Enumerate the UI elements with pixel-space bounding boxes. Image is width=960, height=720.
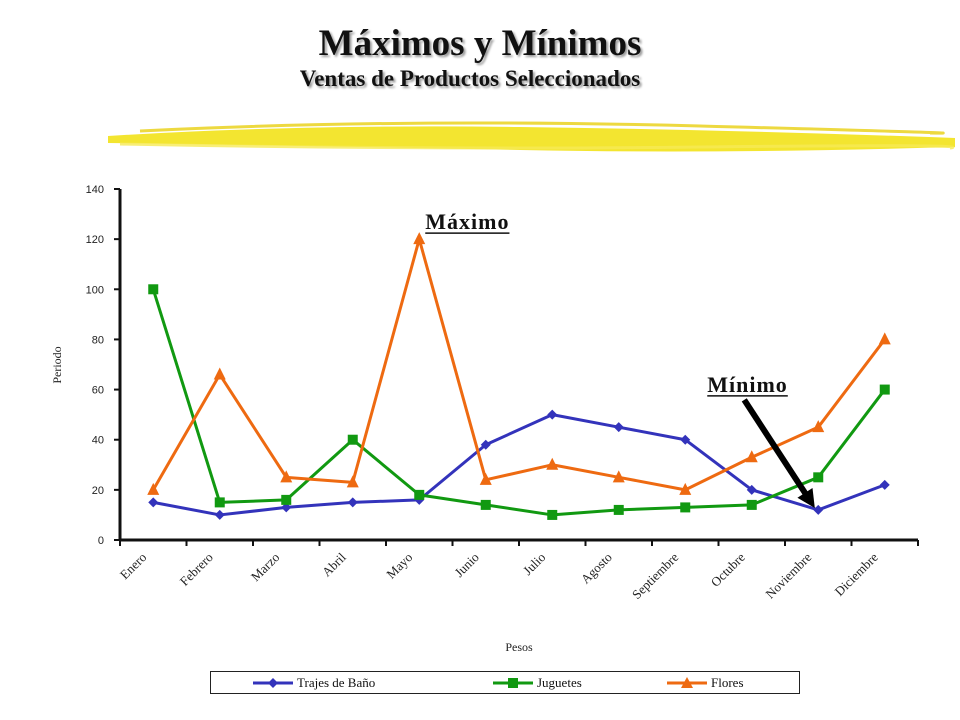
x-tick-label: Octubre bbox=[708, 549, 748, 589]
data-point-diamond bbox=[480, 439, 491, 450]
series-triangle bbox=[147, 232, 891, 495]
data-point-triangle bbox=[413, 232, 426, 245]
data-point-square bbox=[746, 499, 757, 510]
data-point-square bbox=[547, 509, 558, 520]
legend-marker-square-icon bbox=[493, 678, 533, 688]
x-tick-label: Septiembre bbox=[629, 549, 682, 602]
data-point-triangle bbox=[812, 420, 825, 433]
legend-label-trajes: Trajes de Baño bbox=[297, 675, 376, 690]
data-point-diamond bbox=[680, 434, 691, 445]
x-tick-label: Julio bbox=[520, 550, 548, 578]
x-tick-label: Noviembre bbox=[762, 549, 814, 601]
data-point-diamond bbox=[148, 497, 159, 508]
arrow-head-icon bbox=[797, 487, 815, 508]
x-tick-label: Diciembre bbox=[831, 549, 881, 599]
x-tick-label: Marzo bbox=[248, 550, 283, 585]
legend-marker-triangle-icon bbox=[667, 677, 707, 688]
legend-item-flores: Flores bbox=[667, 675, 744, 691]
y-tick-label: 100 bbox=[86, 284, 104, 296]
y-tick-label: 0 bbox=[98, 535, 104, 547]
annotation-layer: Máximo Mínimo bbox=[425, 209, 815, 508]
y-tick-label: 140 bbox=[86, 184, 104, 196]
y-tick-label: 60 bbox=[92, 385, 104, 397]
annotation-maximo: Máximo bbox=[425, 209, 509, 234]
data-point-diamond bbox=[347, 497, 358, 508]
y-tick-label: 20 bbox=[92, 485, 104, 497]
arrow-shaft-icon bbox=[741, 398, 811, 500]
data-point-triangle bbox=[745, 450, 758, 463]
series-layer bbox=[147, 232, 891, 520]
x-tick-label: Abril bbox=[319, 549, 349, 579]
x-tick-label: Febrero bbox=[177, 550, 216, 589]
title-block: Máximos y Mínimos Ventas de Productos Se… bbox=[0, 22, 960, 92]
data-point-diamond bbox=[547, 409, 558, 420]
data-point-triangle bbox=[213, 367, 226, 380]
legend-item-trajes: Trajes de Baño bbox=[253, 675, 375, 691]
data-point-diamond bbox=[813, 504, 824, 515]
series-line bbox=[151, 288, 886, 517]
data-point-triangle bbox=[878, 332, 891, 345]
x-tick-label: Junio bbox=[451, 550, 482, 581]
data-point-diamond bbox=[281, 502, 292, 513]
data-point-square bbox=[214, 497, 225, 508]
legend-label-juguetes: Juguetes bbox=[537, 675, 582, 690]
data-point-diamond bbox=[746, 484, 757, 495]
data-point-triangle bbox=[346, 475, 359, 488]
data-point-diamond bbox=[879, 479, 890, 490]
data-point-square bbox=[347, 434, 358, 445]
data-point-square bbox=[813, 472, 824, 483]
legend: Trajes de Baño Juguetes Flores bbox=[210, 671, 800, 694]
y-tick-label: 40 bbox=[92, 435, 104, 447]
series-diamond bbox=[148, 409, 890, 520]
data-point-triangle bbox=[612, 470, 625, 483]
data-point-square bbox=[414, 489, 425, 500]
data-point-square bbox=[879, 384, 890, 395]
x-tick-label: Agosto bbox=[578, 550, 615, 587]
data-point-triangle bbox=[679, 482, 692, 495]
legend-marker-diamond-icon bbox=[253, 678, 293, 688]
axes: 0 20 40 60 80 100 120 140 Enero Febrero Marzo Abril… bbox=[50, 184, 919, 654]
y-axis-title: Periodo bbox=[50, 346, 64, 383]
data-point-diamond bbox=[214, 509, 225, 520]
page-subtitle: Ventas de Productos Seleccionados bbox=[299, 66, 641, 91]
data-point-square bbox=[480, 499, 491, 510]
series-line bbox=[152, 413, 886, 517]
x-tick-label: Enero bbox=[117, 550, 150, 583]
y-tick-label: 120 bbox=[86, 234, 104, 246]
data-point-square bbox=[613, 504, 624, 515]
x-tick-label: Mayo bbox=[383, 550, 415, 582]
series-square bbox=[148, 284, 890, 520]
data-point-square bbox=[680, 502, 691, 513]
x-axis-title: Pesos bbox=[505, 640, 533, 654]
data-point-diamond bbox=[613, 422, 624, 433]
data-point-triangle bbox=[546, 457, 559, 470]
data-point-triangle bbox=[147, 482, 160, 495]
legend-label-flores: Flores bbox=[711, 675, 744, 690]
data-point-triangle bbox=[280, 470, 293, 483]
legend-item-juguetes: Juguetes bbox=[493, 675, 582, 691]
highlighter-stroke bbox=[108, 121, 955, 152]
data-point-square bbox=[281, 494, 292, 505]
series-line bbox=[151, 237, 886, 492]
y-tick-label: 80 bbox=[92, 334, 104, 346]
data-point-triangle bbox=[479, 472, 492, 485]
data-point-square bbox=[148, 284, 159, 295]
annotation-minimo: Mínimo bbox=[707, 372, 788, 397]
page-title: Máximos y Mínimos bbox=[318, 23, 642, 64]
